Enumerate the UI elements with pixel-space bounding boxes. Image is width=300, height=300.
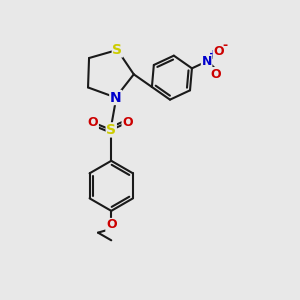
Text: S: S [106, 123, 116, 137]
Text: O: O [213, 44, 224, 58]
Text: O: O [210, 68, 221, 81]
Text: S: S [112, 43, 122, 57]
Text: N: N [201, 55, 212, 68]
Text: O: O [122, 116, 133, 129]
Text: O: O [106, 218, 117, 232]
Text: -: - [222, 39, 227, 52]
Text: O: O [88, 116, 98, 129]
Text: +: + [209, 49, 217, 59]
Text: N: N [110, 91, 122, 104]
